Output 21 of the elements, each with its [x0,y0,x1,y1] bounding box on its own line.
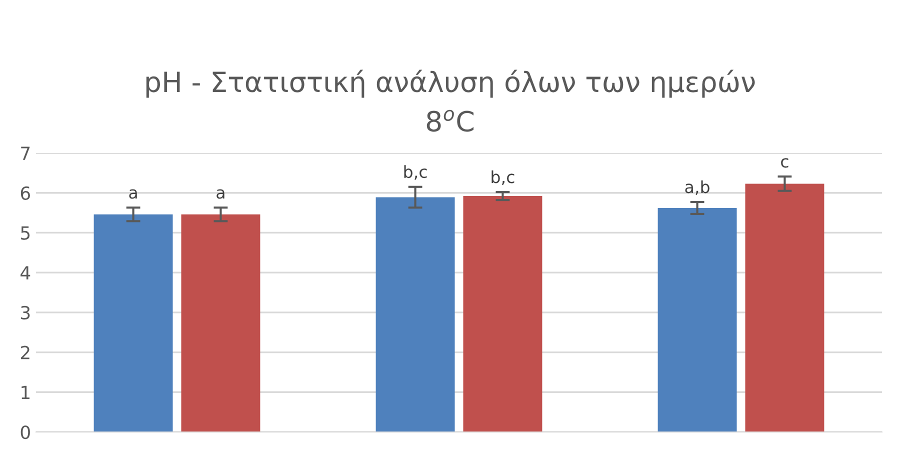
y-tick-label: 5 [21,226,30,240]
bar [658,208,737,432]
data-label: a,b [685,180,710,195]
data-label: a [129,189,137,199]
bar [376,197,455,432]
data-label: c [781,158,788,168]
y-tick-label: 4 [20,266,30,280]
y-tick-label: 7 [21,146,30,160]
y-tick-label: 1 [22,386,30,400]
bar [94,214,173,432]
bar [463,196,542,432]
y-tick-label: 3 [21,306,30,320]
data-label: b,c [492,170,514,185]
bar [181,214,260,432]
y-tick-label: 2 [20,346,30,360]
data-label: a [216,189,224,199]
chart-title: pH - Στατιστική ανάλυση όλων των ημερών 8$^{o}$C [146,70,755,132]
y-tick-label: 6 [20,186,30,200]
bar [745,184,824,432]
y-tick-label: 0 [20,425,30,440]
data-label: b,c [404,165,427,180]
